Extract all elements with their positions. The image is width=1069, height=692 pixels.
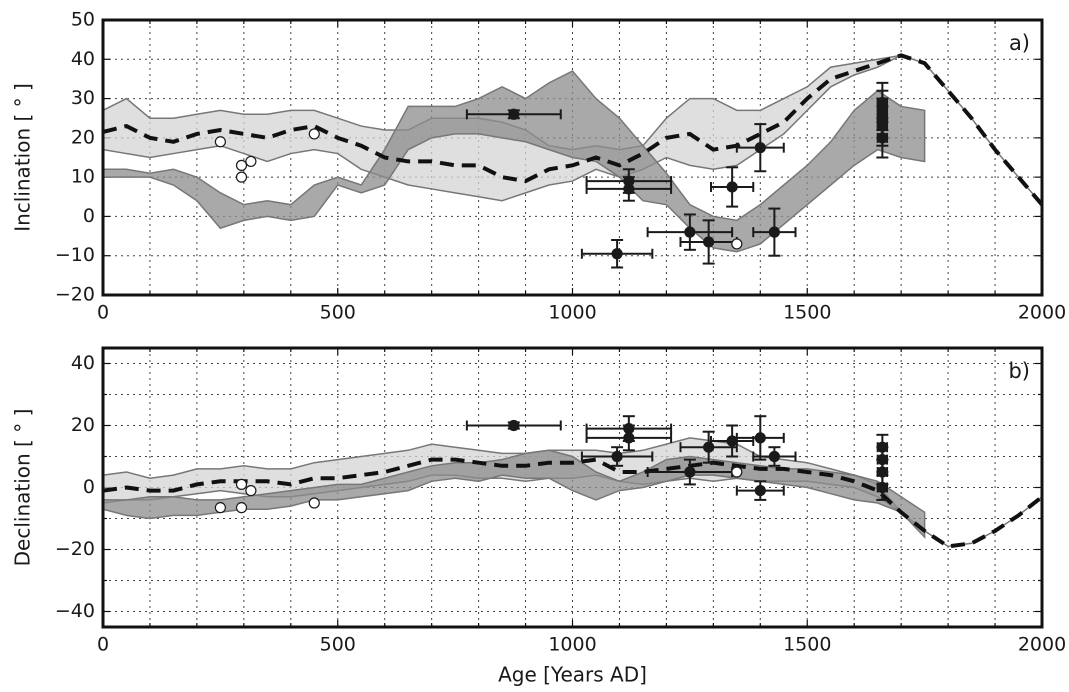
plot-frame: [101, 346, 1044, 629]
y-axis-label: Declination [ ° ]: [11, 409, 35, 567]
plot-area: [103, 53, 1042, 269]
data-point: [214, 502, 226, 514]
x-tick-label: 2000: [1018, 302, 1066, 324]
data-point: [754, 485, 766, 497]
data-point: [726, 181, 738, 193]
data-point: [731, 466, 743, 478]
data-point: [235, 159, 248, 171]
y-tick-label: 0: [83, 205, 95, 227]
x-tick-label: 2000: [1018, 634, 1066, 656]
x-tick-label: 500: [320, 634, 356, 656]
data-point: [876, 441, 888, 453]
model-curve: [103, 53, 1042, 206]
model-curve: [103, 457, 1042, 549]
y-tick-label: 50: [71, 9, 95, 31]
data-point: [235, 171, 248, 183]
data-point: [754, 432, 766, 444]
data-point: [684, 466, 696, 478]
data-point: [754, 142, 766, 154]
data-point: [731, 238, 743, 250]
panel-label: b): [1008, 359, 1030, 383]
data-point: [703, 236, 715, 248]
data-point: [508, 108, 520, 120]
data-point: [623, 432, 635, 444]
panel: 0 500 1000 1500 2000 −40 −20 0 20 40 b) Declination…: [11, 346, 1066, 687]
y-tick-label: −20: [55, 284, 95, 306]
data-point: [726, 435, 738, 447]
data-point: [703, 441, 715, 453]
x-tick-label: 0: [97, 302, 109, 324]
data-point: [876, 96, 888, 109]
data-point: [245, 155, 257, 168]
data-point: [308, 128, 320, 140]
x-tick-label: 0: [97, 634, 109, 656]
data-point: [214, 136, 226, 148]
panel-label: a): [1009, 31, 1030, 55]
data-point: [308, 497, 320, 509]
data-point: [235, 478, 248, 490]
y-tick-label: 20: [71, 126, 95, 148]
x-tick-label: 1000: [548, 634, 596, 656]
data-point: [245, 485, 257, 497]
y-tick-label: −20: [55, 538, 95, 560]
y-tick-label: 30: [71, 87, 95, 109]
data-point: [611, 450, 623, 463]
x-tick-label: 1500: [783, 302, 831, 324]
plot-frame: [101, 18, 1044, 297]
data-point: [768, 450, 780, 463]
y-tick-label: 20: [71, 414, 95, 436]
x-axis-label: Age [Years AD]: [498, 663, 647, 687]
data-point: [768, 226, 780, 238]
data-point: [235, 502, 248, 514]
y-tick-label: −40: [55, 600, 95, 622]
y-axis-label: Inclination [ ° ]: [11, 83, 35, 232]
data-point: [611, 248, 623, 260]
data-point: [508, 419, 520, 432]
x-tick-label: 1500: [783, 634, 831, 656]
uncertainty-band: [103, 70, 926, 253]
y-tick-label: 0: [83, 476, 95, 498]
plot-area: [103, 415, 1042, 549]
y-tick-label: −10: [55, 244, 95, 266]
y-tick-label: 40: [71, 352, 95, 374]
y-tick-label: 10: [71, 166, 95, 188]
data-point: [684, 226, 696, 238]
y-tick-label: 40: [71, 48, 95, 70]
x-tick-label: 500: [320, 302, 356, 324]
x-tick-label: 1000: [548, 302, 596, 324]
panel: 0 500 1000 1500 2000 −20 −10 0 10 20 30 40 50 a) Incli…: [11, 9, 1067, 324]
data-point: [623, 183, 635, 195]
